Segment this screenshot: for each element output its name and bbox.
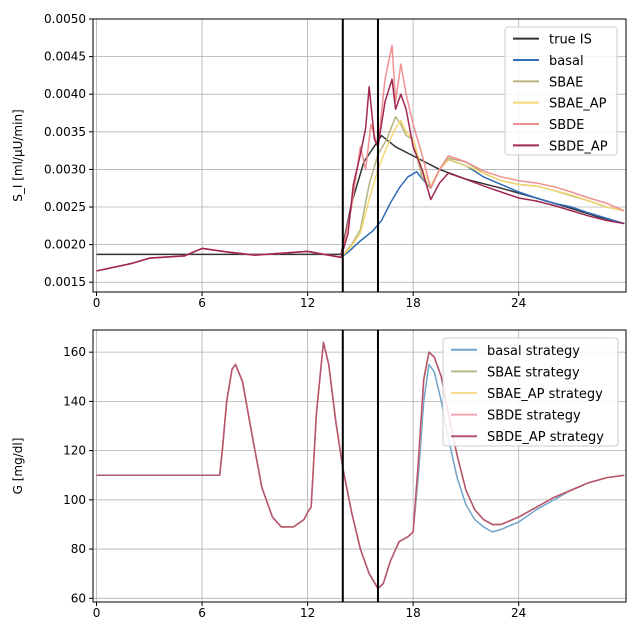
y-tick-label: 160: [63, 345, 86, 359]
y-axis-label: S_I [ml/μU/min]: [11, 109, 25, 202]
x-tick-label: 12: [300, 606, 315, 620]
x-tick-label: 6: [198, 606, 206, 620]
legend: true IS basal SBAE SBAE_AP SBDE SBDE_AP: [504, 26, 618, 156]
y-tick-label: 0.0040: [44, 87, 86, 101]
legend-entry-label: SBAE_AP strategy: [487, 387, 603, 402]
x-tick-label: 6: [198, 296, 206, 310]
y-tick-label: 80: [71, 542, 86, 556]
chart-panel-1: 0 6 12 18 24 0.0015 0.0020 0.0025 0.0030 0.0035 0.…: [11, 12, 627, 310]
legend-entry-label: SBDE_AP strategy: [487, 430, 604, 445]
plot-area: [96, 341, 625, 590]
x-tick-label: 12: [300, 296, 315, 310]
legend-entry-label: SBDE_AP: [549, 139, 608, 154]
x-tick-label: 24: [511, 296, 526, 310]
series-line: [96, 341, 625, 590]
y-tick-label: 0.0015: [44, 275, 86, 289]
legend: basal strategy SBAE strategy SBAE_AP strat…: [442, 337, 619, 447]
legend-entry-label: SBDE: [549, 118, 584, 133]
legend-entry-label: true IS: [549, 33, 592, 48]
legend-entry-label: SBAE_AP: [549, 97, 607, 112]
y-tick-label: 0.0025: [44, 200, 86, 214]
legend-box: [442, 337, 619, 447]
y-tick-label: 60: [71, 591, 86, 605]
y-tick-label: 0.0035: [44, 125, 86, 139]
x-tick-label: 18: [406, 606, 421, 620]
legend-entry-label: SBAE strategy: [487, 365, 580, 380]
y-tick-label: 140: [63, 394, 86, 408]
legend-entry-label: SBAE: [549, 75, 583, 90]
y-tick-label: 100: [63, 493, 86, 507]
series-line: [96, 78, 625, 272]
legend-entry-label: basal: [549, 54, 584, 69]
y-tick-label: 0.0030: [44, 162, 86, 176]
x-tick-label: 24: [511, 606, 526, 620]
legend-entry-label: basal strategy: [487, 344, 580, 359]
y-axis-label: G [mg/dl]: [11, 438, 25, 495]
x-tick-label: 18: [406, 296, 421, 310]
legend-entry-label: SBDE strategy: [487, 409, 581, 424]
y-tick-label: 0.0020: [44, 238, 86, 252]
y-tick-label: 0.0045: [44, 50, 86, 64]
x-tick-label: 0: [93, 606, 101, 620]
y-tick-label: 120: [63, 444, 86, 458]
plot-area: [96, 44, 625, 272]
x-tick-label: 0: [93, 296, 101, 310]
axes-frame: [92, 329, 627, 603]
chart-panel-2: 0 6 12 18 24 60 80 100 120 140 160 G [mg/dl] basal s…: [11, 329, 627, 620]
y-tick-label: 0.0050: [44, 12, 86, 26]
axes-frame: [92, 18, 627, 293]
